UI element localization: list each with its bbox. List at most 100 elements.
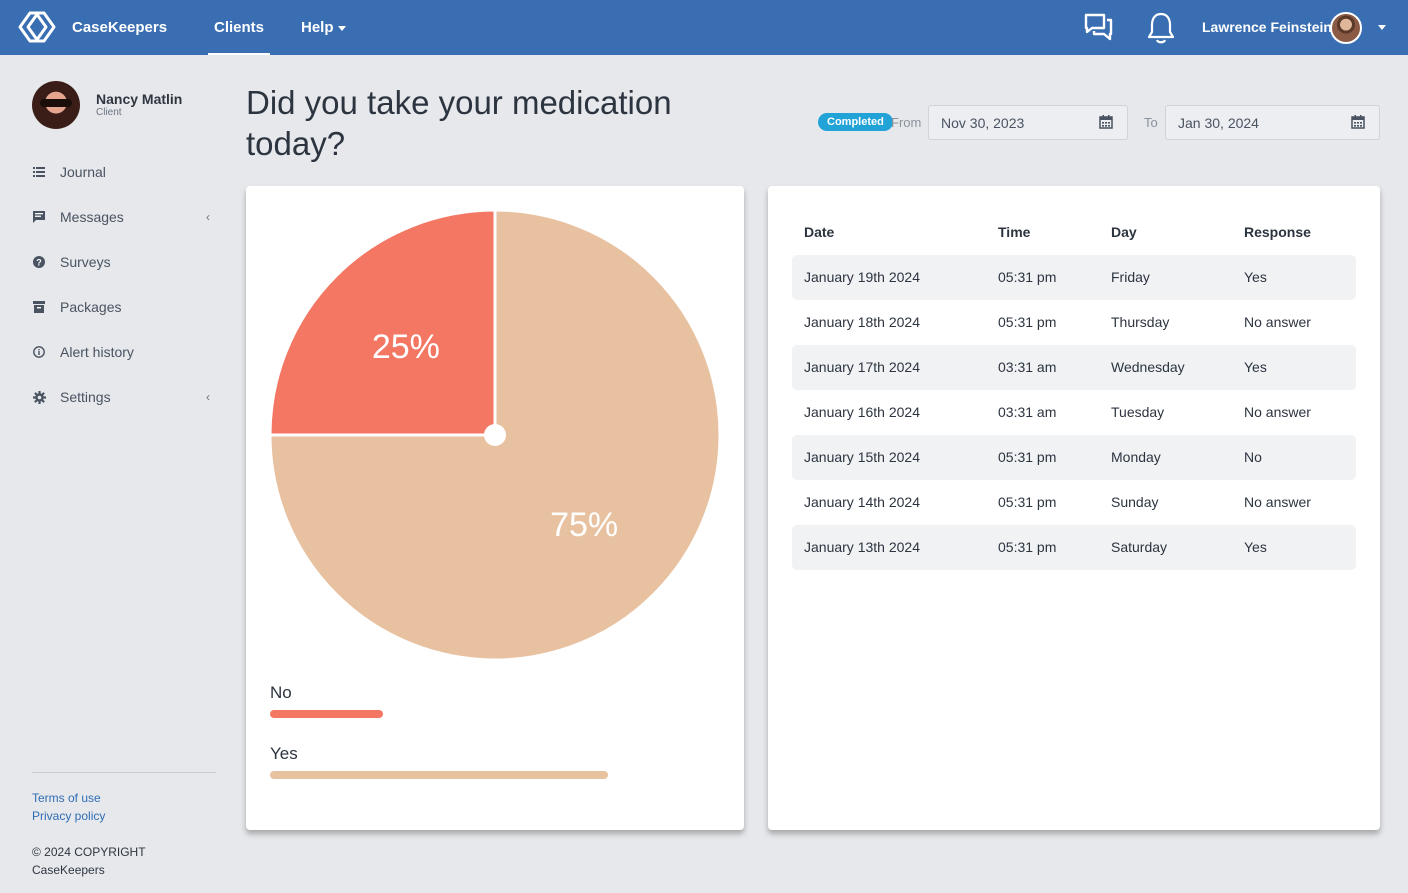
archive-icon	[32, 300, 46, 314]
table-header: Date Time Day Response	[792, 210, 1356, 255]
sidebar-item-label: Alert history	[60, 344, 134, 360]
sidebar-item-label: Packages	[60, 299, 122, 315]
legend-item-no[interactable]: No	[270, 683, 720, 723]
cell-date: January 14th 2024	[804, 494, 920, 510]
responses-table: Date Time Day Response January 19th 2024…	[792, 210, 1356, 570]
caret-down-icon	[337, 25, 346, 31]
chart-card: 25% 75% No Yes	[246, 186, 744, 830]
brand-logo[interactable]: CaseKeepers	[18, 8, 167, 46]
cell-response: No	[1244, 449, 1262, 465]
list-icon	[32, 165, 46, 179]
cell-date: January 19th 2024	[804, 269, 920, 285]
sidebar-item-label: Messages	[60, 209, 124, 225]
message-icon	[32, 210, 46, 224]
sidebar-item-label: Journal	[60, 164, 106, 180]
status-badge: Completed	[818, 113, 893, 131]
cell-day: Wednesday	[1111, 359, 1185, 375]
to-label: To	[1144, 115, 1158, 130]
table-row: January 18th 2024 05:31 pm Thursday No answ…	[792, 300, 1356, 345]
from-date-input[interactable]	[928, 105, 1128, 140]
sidebar-item-label: Surveys	[60, 254, 111, 270]
sidebar-item-messages[interactable]: Messages ‹	[32, 206, 212, 228]
brand-name: CaseKeepers	[72, 18, 168, 36]
privacy-link[interactable]: Privacy policy	[32, 809, 106, 823]
table-row: January 15th 2024 05:31 pm Monday No	[792, 435, 1356, 480]
header-response: Response	[1244, 224, 1311, 240]
cell-day: Friday	[1111, 269, 1150, 285]
cell-response: Yes	[1244, 359, 1267, 375]
sidebar-divider	[32, 772, 216, 773]
logo-icon	[18, 11, 56, 43]
cell-time: 05:31 pm	[998, 539, 1057, 555]
pie-data-label: 25%	[372, 328, 440, 366]
question-circle-icon: ?	[32, 255, 46, 269]
copyright: © 2024 COPYRIGHT CaseKeepers	[32, 843, 192, 879]
copyright-line: © 2024 COPYRIGHT	[32, 845, 146, 859]
terms-link[interactable]: Terms of use	[32, 791, 101, 805]
sidebar-item-surveys[interactable]: ? Surveys	[32, 251, 212, 273]
legend-item-yes[interactable]: Yes	[270, 744, 720, 784]
sidebar-item-label: Settings	[60, 389, 111, 405]
cell-date: January 15th 2024	[804, 449, 920, 465]
cell-day: Sunday	[1111, 494, 1159, 510]
header-date: Date	[804, 224, 835, 240]
nav-clients[interactable]: Clients	[208, 0, 270, 55]
page-title: Did you take your medication today?	[246, 84, 672, 162]
top-navbar: CaseKeepers Clients Help Lawrence Feinst…	[0, 0, 1408, 55]
table-row: January 19th 2024 05:31 pm Friday Yes	[792, 255, 1356, 300]
pie-slice-yes[interactable]	[268, 208, 722, 662]
cell-date: January 13th 2024	[804, 539, 920, 555]
cell-time: 05:31 pm	[998, 314, 1057, 330]
nav-help-label: Help	[301, 19, 334, 36]
cell-response: No answer	[1244, 494, 1311, 510]
cell-day: Thursday	[1111, 314, 1170, 330]
user-name[interactable]: Lawrence Feinstein	[1202, 19, 1332, 35]
legend-label: No	[270, 683, 292, 702]
sidebar-item-settings[interactable]: Settings ‹	[32, 386, 212, 408]
cell-date: January 16th 2024	[804, 404, 920, 420]
table-row: January 17th 2024 03:31 am Wednesday Yes	[792, 345, 1356, 390]
client-avatar	[32, 81, 80, 129]
to-date-input[interactable]	[1165, 105, 1380, 140]
copyright-owner: CaseKeepers	[32, 863, 105, 877]
sidebar-item-alert-history[interactable]: Alert history	[32, 341, 212, 363]
cell-time: 05:31 pm	[998, 449, 1057, 465]
cell-time: 03:31 am	[998, 359, 1057, 375]
cell-date: January 17th 2024	[804, 359, 920, 375]
sidebar-item-journal[interactable]: Journal	[32, 161, 212, 183]
cell-time: 05:31 pm	[998, 269, 1057, 285]
pie-chart: 25% 75%	[268, 208, 722, 662]
table-row: January 14th 2024 05:31 pm Sunday No answer	[792, 480, 1356, 525]
table-row: January 13th 2024 05:31 pm Saturday Yes	[792, 525, 1356, 570]
user-avatar[interactable]	[1330, 12, 1362, 44]
cell-time: 05:31 pm	[998, 494, 1057, 510]
calendar-icon[interactable]	[1099, 115, 1113, 129]
client-role: Client	[96, 107, 122, 118]
chat-bubbles-icon[interactable]	[1083, 11, 1113, 43]
table-body: January 19th 2024 05:31 pm Friday Yes Januar…	[792, 255, 1356, 570]
header-time: Time	[998, 224, 1031, 240]
pie-slice-no[interactable]	[268, 208, 497, 437]
bell-icon[interactable]	[1145, 11, 1177, 45]
svg-text:?: ?	[36, 257, 42, 267]
header-day: Day	[1111, 224, 1137, 240]
table-row: January 16th 2024 03:31 am Tuesday No answe…	[792, 390, 1356, 435]
cell-response: No answer	[1244, 314, 1311, 330]
gear-icon	[32, 390, 46, 404]
calendar-icon[interactable]	[1351, 115, 1365, 129]
chevron-left-icon: ‹	[206, 390, 210, 404]
sidebar: Nancy Matlin Client Journal Messages ‹ ?…	[0, 55, 232, 893]
legend-bar	[270, 710, 383, 718]
sidebar-item-packages[interactable]: Packages	[32, 296, 212, 318]
legend-bar	[270, 771, 608, 779]
legend-label: Yes	[270, 744, 298, 763]
cell-response: No answer	[1244, 404, 1311, 420]
nav-help[interactable]: Help	[301, 0, 346, 55]
cell-day: Tuesday	[1111, 404, 1165, 420]
cell-response: Yes	[1244, 269, 1267, 285]
cell-day: Monday	[1111, 449, 1161, 465]
client-name: Nancy Matlin	[96, 91, 183, 107]
user-menu-caret-icon[interactable]	[1378, 25, 1386, 30]
cell-day: Saturday	[1111, 539, 1168, 555]
pie-data-label: 75%	[550, 506, 618, 544]
